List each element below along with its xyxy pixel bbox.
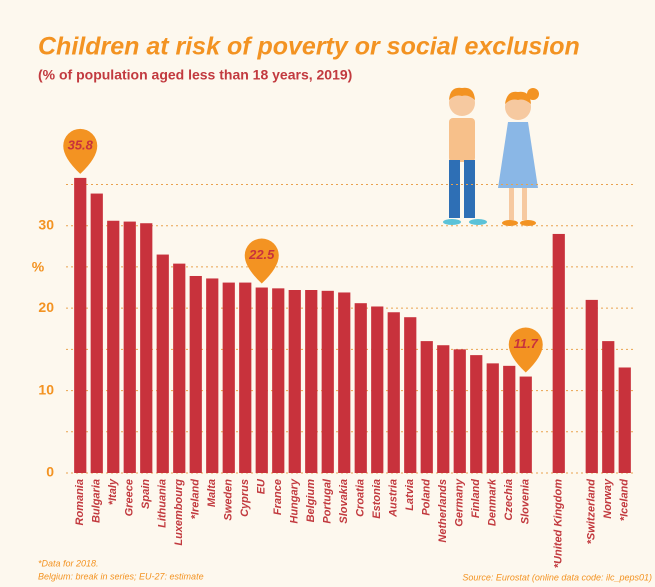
x-tick-label: *Italy [107, 478, 119, 505]
bar [618, 367, 631, 473]
x-tick-label: Latvia [404, 479, 416, 511]
x-tick-label: Cyprus [239, 479, 251, 517]
x-tick-label: Estonia [371, 479, 383, 519]
y-tick-label: 0 [46, 464, 54, 480]
x-tick-label: Austria [388, 479, 400, 518]
bar [74, 177, 87, 473]
x-tick-label: Germany [454, 478, 466, 527]
bar [585, 299, 598, 473]
bar [140, 223, 153, 473]
bar [107, 220, 120, 473]
x-tick-label: Slovakia [338, 479, 350, 524]
bar [371, 306, 384, 473]
bar [338, 292, 351, 473]
source: Source: Eurostat (online data code: ilc_… [462, 572, 652, 582]
x-tick-label: Luxembourg [173, 479, 185, 546]
bar [189, 275, 202, 473]
x-tick-label: Czechia [503, 479, 515, 521]
bar [420, 341, 433, 473]
x-tick-label: France [272, 479, 284, 515]
y-axis-label: % [32, 259, 45, 275]
x-tick-label: EU [256, 478, 268, 494]
x-tick-label: Netherlands [437, 479, 449, 543]
x-tick-label: Romania [74, 479, 86, 525]
x-tick-label: Bulgaria [91, 479, 103, 523]
bar [519, 376, 532, 473]
y-tick-label: 30 [38, 216, 54, 232]
footnote: *Data for 2018. [38, 558, 99, 568]
illustration [443, 87, 539, 226]
x-tick-label: Portugal [322, 478, 334, 524]
x-tick-label: *Iceland [619, 479, 631, 521]
footnote: Belgium: break in series; EU-27: estimat… [38, 571, 204, 581]
x-tick-label: Finland [470, 479, 482, 518]
x-tick-label: Norway [602, 478, 614, 519]
bar [90, 193, 103, 473]
x-tick-label: Malta [206, 479, 218, 507]
bar [222, 282, 235, 473]
callout [508, 327, 543, 373]
bar [206, 278, 219, 473]
bar [173, 263, 186, 473]
bar [470, 355, 483, 473]
chart-subtitle: (% of population aged less than 18 years… [38, 67, 352, 83]
bar [123, 221, 136, 473]
x-tick-label: Spain [140, 479, 152, 509]
x-tick-label: Belgium [305, 479, 317, 523]
x-tick-label: Poland [421, 479, 433, 516]
data-label: 22.5 [248, 247, 275, 262]
x-tick-label: *Ireland [190, 479, 202, 520]
bar [272, 288, 285, 473]
bar [387, 312, 400, 473]
x-tick-label: Denmark [487, 478, 499, 526]
chart-title: Children at risk of poverty or social ex… [38, 33, 580, 61]
x-tick-label: Croatia [355, 479, 367, 517]
bar [305, 290, 318, 473]
x-tick-label: *United Kingdom [553, 479, 565, 568]
x-tick-label: Greece [124, 479, 136, 516]
bar [453, 349, 466, 473]
bar [602, 341, 615, 473]
data-label: 11.7 [514, 336, 539, 351]
data-label: 35.8 [68, 137, 94, 152]
bar [503, 365, 516, 473]
y-tick-label: 10 [38, 381, 54, 397]
callout [244, 238, 279, 284]
bar [354, 303, 367, 473]
y-tick-label: 20 [38, 299, 54, 315]
x-tick-label: Slovenia [520, 479, 532, 524]
bar [486, 363, 499, 473]
bar [288, 290, 301, 473]
x-tick-label: Sweden [223, 479, 235, 521]
bar [437, 345, 450, 473]
callout [63, 128, 98, 174]
bar [321, 290, 334, 473]
x-tick-label: Lithuania [157, 479, 169, 528]
bar [552, 233, 565, 473]
bar [255, 287, 268, 473]
x-tick-label: *Switzerland [586, 479, 598, 545]
x-tick-label: Hungary [289, 478, 301, 524]
bar [156, 254, 169, 473]
bar [404, 317, 417, 473]
bar [239, 282, 252, 473]
